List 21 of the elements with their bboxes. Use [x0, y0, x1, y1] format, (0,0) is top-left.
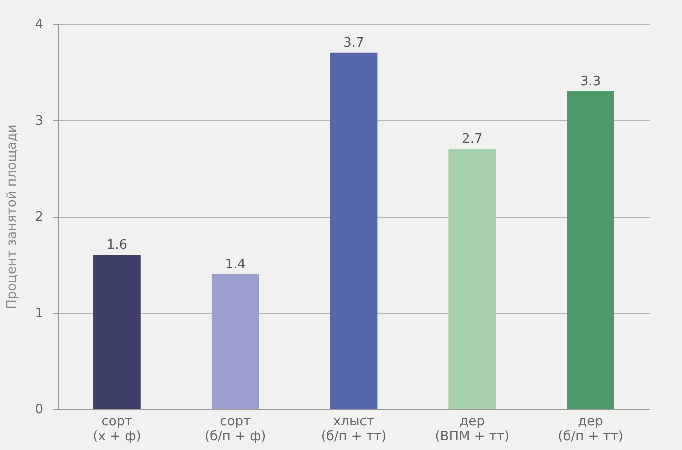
data-label: 1.6 — [106, 238, 128, 253]
bar — [94, 255, 141, 409]
x-tick-label: хлыст (б/п + тт) — [321, 414, 387, 444]
y-tick-label: 4 — [35, 18, 44, 32]
y-tick-label: 1 — [35, 306, 44, 322]
y-tick-label: 0 — [35, 402, 44, 418]
y-axis-title: Процент занятой площади — [5, 124, 20, 310]
x-tick-label: дер (ВПМ + тт) — [435, 414, 510, 444]
y-tick-label: 2 — [35, 210, 44, 225]
data-label: 3.7 — [344, 36, 364, 51]
data-label: 2.7 — [462, 132, 483, 148]
x-tick-label: сорт (б/п + ф) — [204, 414, 266, 444]
bar — [567, 91, 614, 409]
data-label: 3.3 — [580, 74, 602, 90]
x-tick-label: сорт (х + ф) — [93, 414, 142, 444]
y-tick-label: 3 — [35, 114, 44, 129]
bar — [448, 149, 496, 409]
bar — [212, 274, 260, 409]
data-label: 1.4 — [225, 257, 246, 272]
bar — [330, 52, 378, 409]
x-tick-label: дер (б/п + тт) — [558, 414, 624, 444]
